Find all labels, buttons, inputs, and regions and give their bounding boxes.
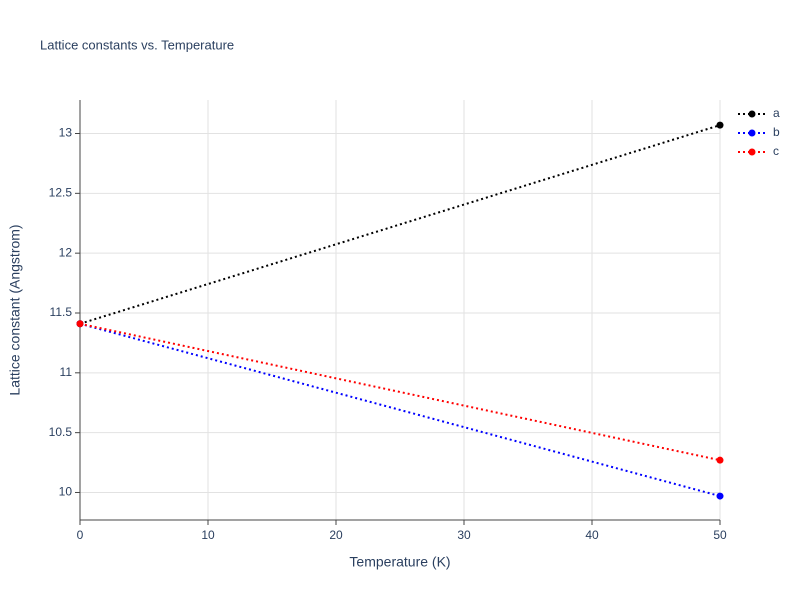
x-tick-label: 20: [329, 528, 343, 542]
legend-marker: [748, 110, 756, 118]
legend-marker: [748, 129, 756, 137]
x-tick-label: 10: [201, 528, 215, 542]
series-line: [79, 124, 721, 325]
legend-marker: [748, 148, 756, 156]
x-tick-label: 0: [77, 528, 84, 542]
y-tick-label: 10: [59, 485, 73, 499]
data-point: [716, 492, 724, 500]
series-line: [79, 322, 721, 498]
legend-label: c: [773, 144, 779, 158]
x-tick-label: 40: [585, 528, 599, 542]
series-line: [79, 322, 721, 462]
y-tick-label: 11: [60, 365, 73, 379]
data-point: [716, 121, 724, 129]
data-point: [716, 456, 724, 464]
x-axis-title: Temperature (K): [349, 554, 450, 570]
chart-title: Lattice constants vs. Temperature: [40, 37, 234, 52]
x-tick-label: 50: [713, 528, 727, 542]
y-tick-label: 10.5: [49, 425, 73, 439]
y-tick-label: 12: [59, 245, 73, 259]
data-point: [76, 320, 84, 328]
legend-label: a: [773, 106, 780, 120]
y-tick-label: 11.5: [50, 305, 73, 319]
y-tick-label: 12.5: [49, 186, 73, 200]
y-tick-label: 13: [59, 126, 73, 140]
y-axis-title: Lattice constant (Angstrom): [7, 224, 23, 395]
x-tick-label: 30: [457, 528, 471, 542]
legend-label: b: [773, 125, 780, 139]
